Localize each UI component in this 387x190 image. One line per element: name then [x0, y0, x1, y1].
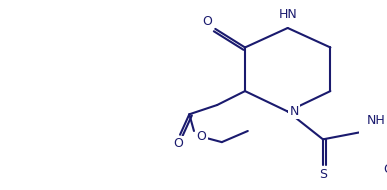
Text: O: O [197, 130, 206, 143]
Text: S: S [319, 168, 327, 181]
Text: O: O [173, 138, 183, 150]
Text: HN: HN [278, 9, 297, 21]
Text: O: O [383, 162, 387, 176]
Text: NH: NH [366, 114, 385, 127]
Text: N: N [289, 105, 299, 118]
Text: O: O [202, 15, 212, 28]
